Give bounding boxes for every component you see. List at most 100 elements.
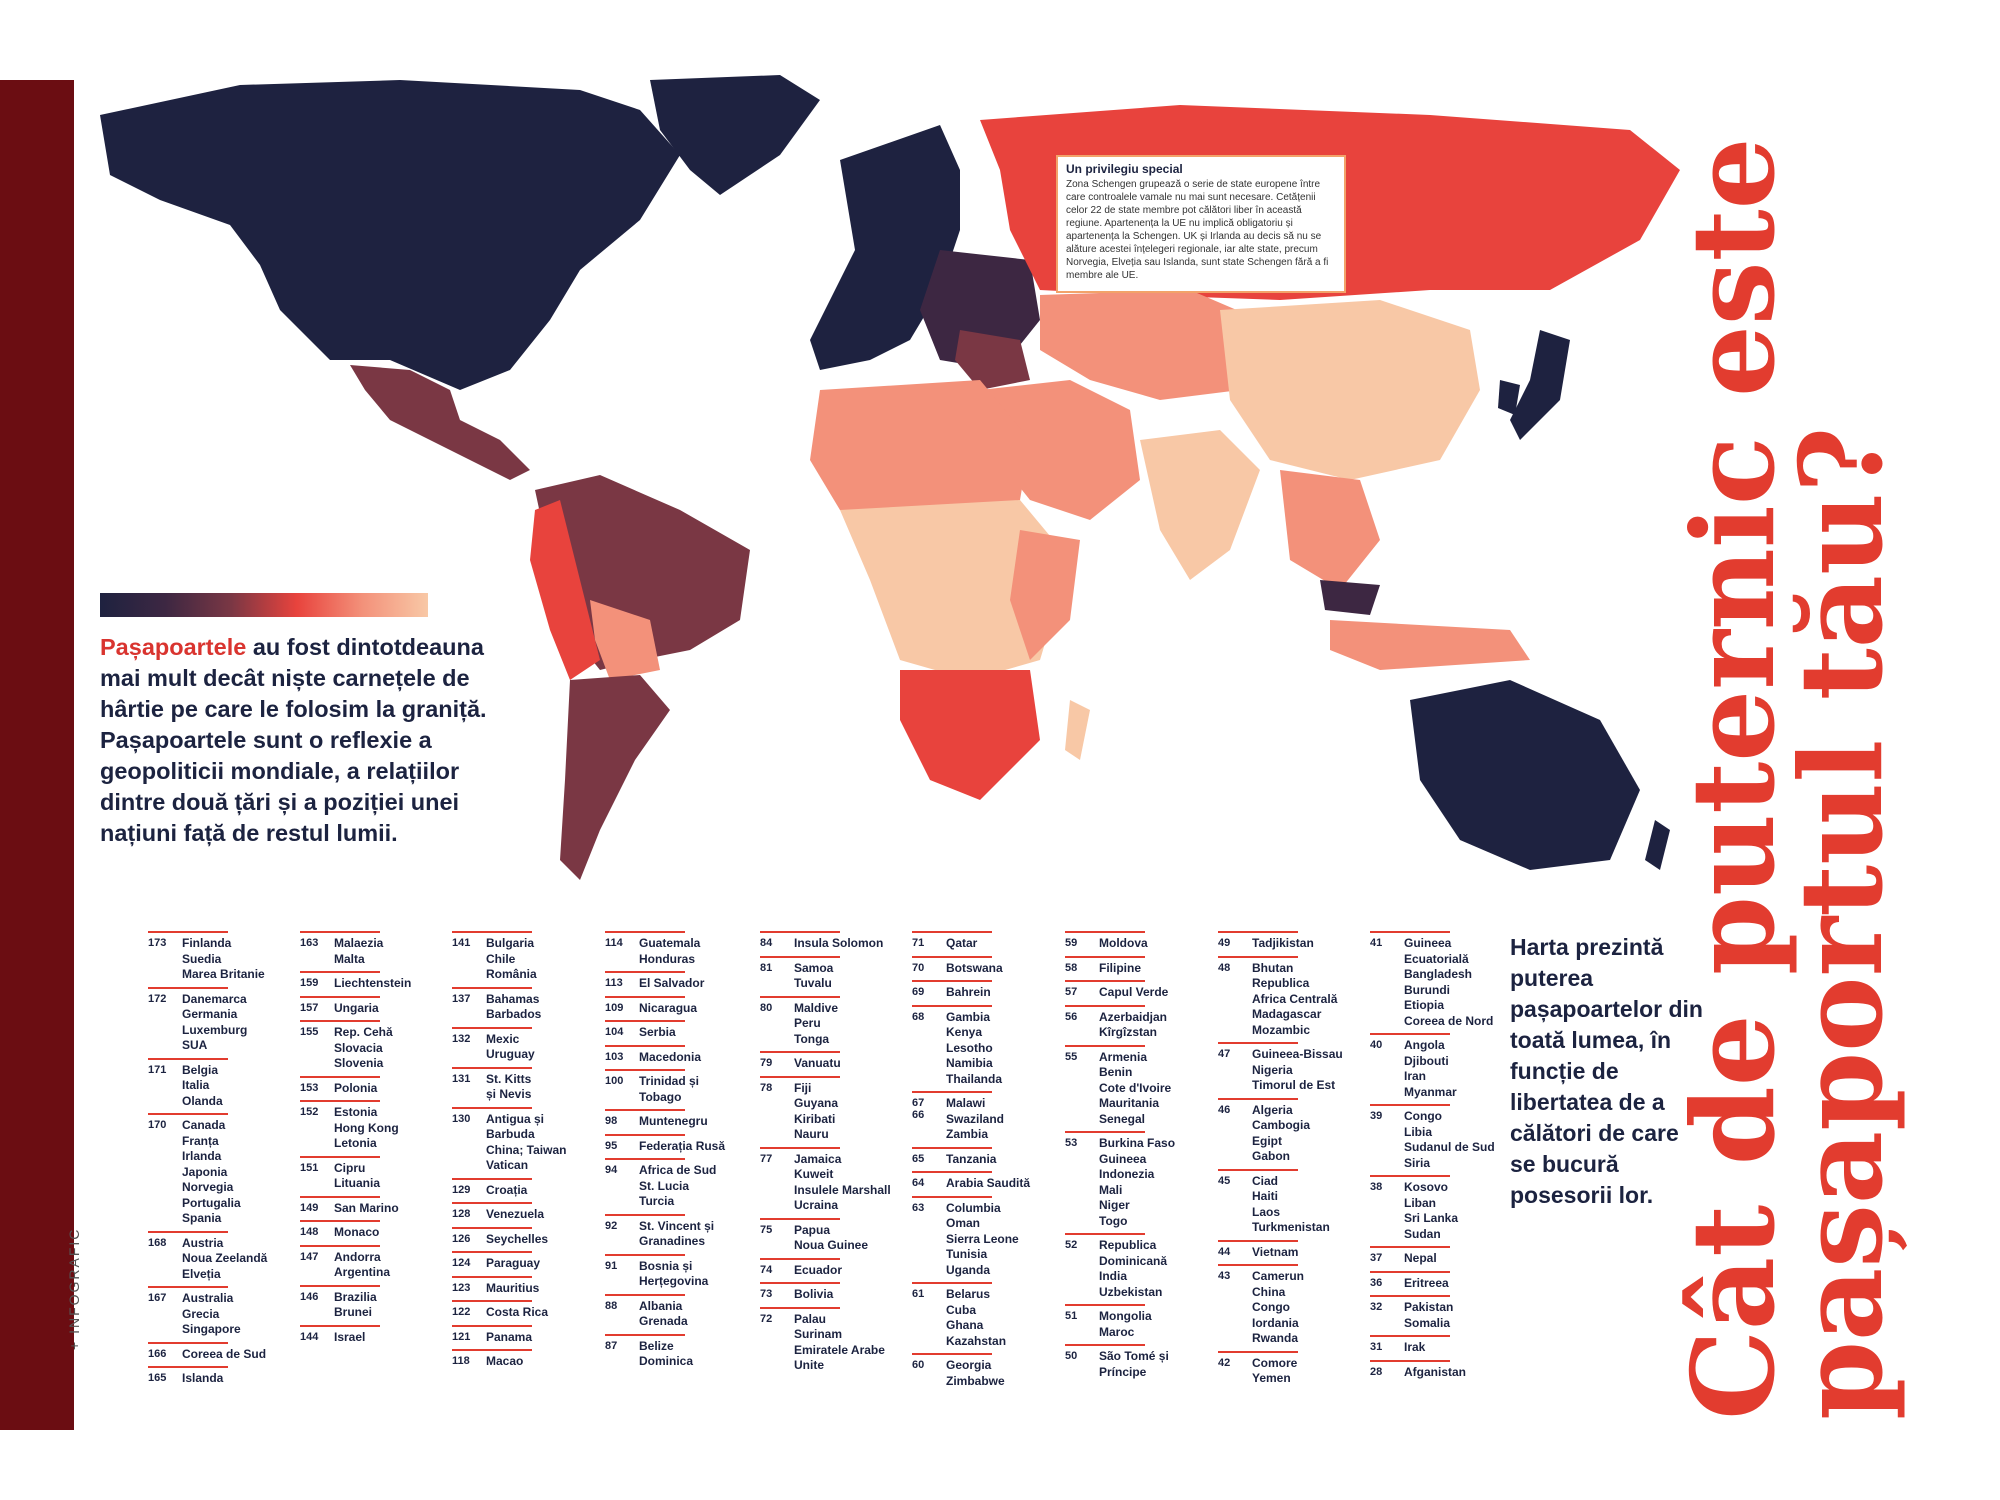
ranking-score: 72 [760,1312,773,1325]
ranking-countries: St. Kitts și Nevis [486,1071,532,1102]
ranking-score: 173 [148,937,167,949]
ranking-group: 155 Rep. Cehă Slovacia Slovenia [300,1020,450,1072]
ranking-countries: Palau Surinam Emiratele Arabe Unite [794,1311,885,1373]
ranking-score: 152 [300,1106,319,1118]
ranking-group: 168 Austria Noua Zeelandă Elveția [148,1230,298,1283]
ranking-score: 51 [1065,1310,1078,1322]
ranking-countries: Angola Djibouti Iran Myanmar [1404,1038,1457,1099]
ranking-countries: Qatar [946,936,978,950]
ranking-score: 40 [1370,1039,1383,1051]
ranking-score: 48 [1218,961,1231,974]
ranking-countries: Paraguay [486,1256,541,1270]
map-region-north-africa [810,380,1030,520]
ranking-score: 58 [1065,961,1078,974]
ranking-group: 41 Guineea Ecuatorială Bangladesh Burundi… [1370,931,1520,1029]
ranking-score: 144 [300,1330,319,1343]
ranking-score: 71 [912,937,925,949]
ranking-countries: Panama [486,1329,533,1344]
ranking-countries: Moldova [1099,936,1148,950]
ranking-countries: Africa de Sud St. Lucia Turcia [639,1163,717,1208]
ranking-group: 173 Finlanda Suedia Marea Britanie [148,931,298,983]
ranking-countries: Arabia Saudită [946,1176,1031,1190]
ranking-score: 74 [760,1263,773,1276]
ranking-group: 68 Gambia Kenya Lesotho Namibia Thailanda [912,1004,1062,1088]
ranking-score: 159 [300,977,319,989]
ranking-countries: Malaezia Malta [334,936,384,966]
intro-highlight: Pașapoartele [100,634,247,660]
ranking-column: 163 Malaezia Malta 159 Liechtenstein 157 Unga… [300,931,450,1354]
ranking-countries: Bulgaria Chile România [486,936,537,981]
ranking-group: 31 Irak [1370,1335,1520,1356]
ranking-score: 92 [605,1219,618,1232]
ranking-group: 151 Cipru Lituania [300,1155,450,1192]
ranking-score: 131 [452,1072,471,1085]
ranking-countries: Federația Rusă [639,1138,726,1153]
ranking-score: 104 [605,1026,624,1038]
ranking-group: 92 St. Vincent și Granadines [605,1213,755,1250]
ranking-column: 71 Qatar 70 Botswana 69 Bahrein 68 Gambia Kenya… [912,931,1062,1398]
ranking-group: 73 Bolivia [760,1282,910,1303]
ranking-score: 122 [452,1306,471,1318]
ranking-score: 81 [760,961,773,974]
ranking-score: 45 [1218,1174,1231,1187]
ranking-score: 165 [148,1372,167,1384]
ranking-countries: Jamaica Kuweit Insulele Marshall Ucraina [794,1151,891,1213]
ranking-group: 95 Federația Rusă [605,1133,755,1155]
ranking-countries: Congo Libia Sudanul de Sud Siria [1404,1109,1495,1170]
ranking-countries: São Tomé și Príncipe [1099,1349,1169,1379]
map-region-central-africa [840,500,1070,680]
ranking-countries: Polonia [334,1080,378,1095]
ranking-score: 151 [300,1161,319,1174]
ranking-group: 77 Jamaica Kuweit Insulele Marshall Ucrai… [760,1146,910,1214]
ranking-score: 44 [1218,1245,1231,1258]
ranking-countries: Armenia Benin Cote d'Ivoire Mauritania S… [1099,1049,1172,1126]
ranking-score: 114 [605,937,623,949]
ranking-score: 80 [760,1001,773,1014]
ranking-group: 172 Danemarca Germania Luxemburg SUA [148,986,298,1054]
ranking-score: 94 [605,1164,618,1176]
ranking-group: 47 Guineea-Bissau Nigeria Timorul de Est [1218,1042,1368,1094]
ranking-group: 60 Georgia Zimbabwe [912,1353,1062,1389]
ranking-group: 152 Estonia Hong Kong Letonia [300,1100,450,1152]
ranking-score: 75 [760,1223,773,1236]
ranking-countries: Nepal [1404,1251,1437,1265]
ranking-countries: Israel [334,1329,366,1344]
ranking-group: 52 Republica Dominicană India Uzbekistan [1065,1233,1215,1300]
ranking-group: 170 Canada Franța Irlanda Japonia Norvegi… [148,1113,298,1227]
ranking-countries: Belarus Cuba Ghana Kazahstan [946,1287,1007,1348]
ranking-group: 121 Panama [452,1324,602,1346]
ranking-score: 137 [452,992,471,1005]
ranking-group: 44 Vietnam [1218,1239,1368,1261]
ranking-countries: Guatemala Honduras [639,936,701,966]
ranking-group: 65 Tanzania [912,1146,1062,1168]
ranking-score: 43 [1218,1270,1231,1282]
ranking-score: 73 [760,1288,773,1300]
ranking-countries: Trinidad și Tobago [639,1074,700,1104]
ranking-countries: Filipine [1099,960,1141,975]
map-region-balkans [955,330,1030,390]
ranking-group: 167 Australia Grecia Singapore [148,1286,298,1338]
ranking-group: 69 Bahrein [912,980,1062,1001]
ranking-countries: Capul Verde [1099,985,1169,999]
ranking-score: 41 [1370,937,1383,949]
ranking-group: 131 St. Kitts și Nevis [452,1066,602,1103]
map-region-indonesia [1330,620,1530,670]
ranking-group: 87 Belize Dominica [605,1333,755,1370]
ranking-group: 45 Ciad Haiti Laos Turkmenistan [1218,1168,1368,1236]
ranking-group: 81 Samoa Tuvalu [760,955,910,992]
ranking-score: 124 [452,1257,471,1269]
ranking-group: 94 Africa de Sud St. Lucia Turcia [605,1158,755,1210]
ranking-countries: Rep. Cehă Slovacia Slovenia [334,1025,393,1070]
ranking-countries: Fiji Guyana Kiribati Nauru [794,1080,839,1142]
ranking-group: 100 Trinidad și Tobago [605,1069,755,1105]
ranking-score: 109 [605,1001,624,1014]
ranking-score: 118 [452,1355,470,1367]
ranking-score: 170 [148,1119,167,1131]
ranking-countries: Vietnam [1252,1244,1299,1259]
ranking-score: 57 [1065,986,1078,998]
ranking-countries: Azerbaidjan Kîrgîzstan [1099,1009,1168,1040]
ranking-countries: Belgia Italia Olanda [182,1062,223,1108]
ranking-countries: Ungaria [334,1000,379,1015]
ranking-group: 75 Papua Noua Guinee [760,1217,910,1254]
ranking-group: 141 Bulgaria Chile România [452,931,602,983]
